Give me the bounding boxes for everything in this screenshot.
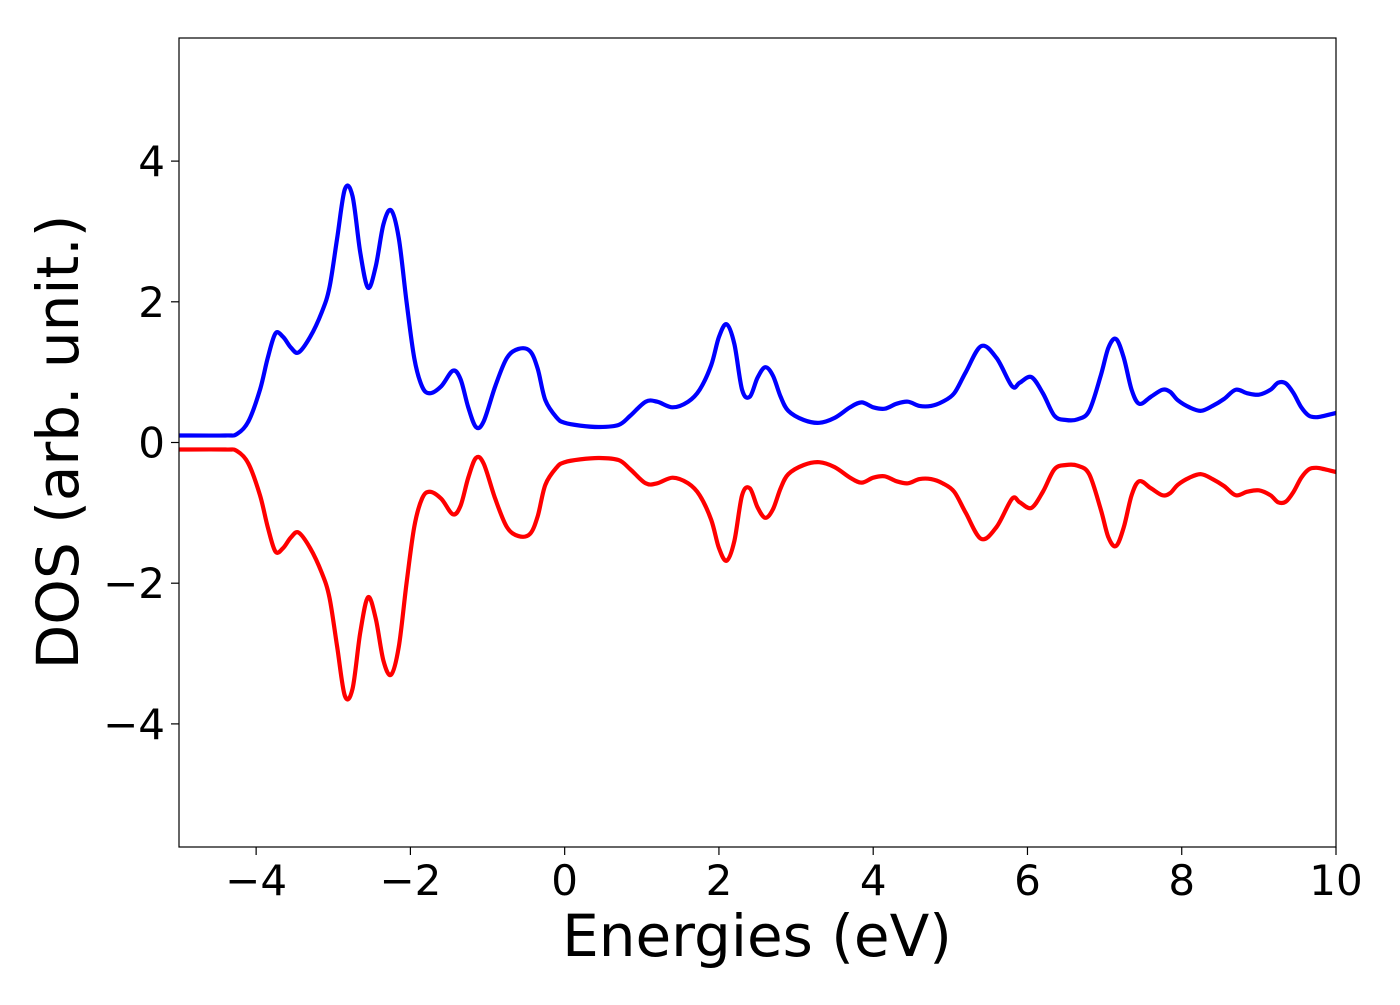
y-axis-label: DOS (arb. unit.) [24, 215, 92, 670]
y-tick-label: 0 [138, 419, 165, 468]
x-tick-label: −4 [225, 856, 287, 905]
x-tick-label: 4 [860, 856, 887, 905]
x-tick-label: −2 [379, 856, 441, 905]
x-axis-label: Energies (eV) [562, 902, 952, 970]
x-tick-label: 2 [706, 856, 733, 905]
series-layer [179, 183, 1336, 702]
y-tick-label: 2 [138, 278, 165, 327]
plot-area-background [179, 38, 1336, 847]
x-tick-label: 6 [1014, 856, 1041, 905]
x-axis-ticks: −4 −2 0 2 4 6 8 10 [225, 847, 1363, 905]
y-tick-label: −4 [103, 700, 165, 749]
x-tick-label: 8 [1168, 856, 1195, 905]
y-axis-ticks: −4 −2 0 2 4 [103, 137, 179, 749]
x-tick-label: 10 [1309, 856, 1362, 905]
y-tick-label: 4 [138, 137, 165, 186]
series-line-spin-down [179, 447, 1336, 702]
series-line-spin-up [179, 183, 1336, 438]
y-tick-label: −2 [103, 559, 165, 608]
x-tick-label: 0 [551, 856, 578, 905]
